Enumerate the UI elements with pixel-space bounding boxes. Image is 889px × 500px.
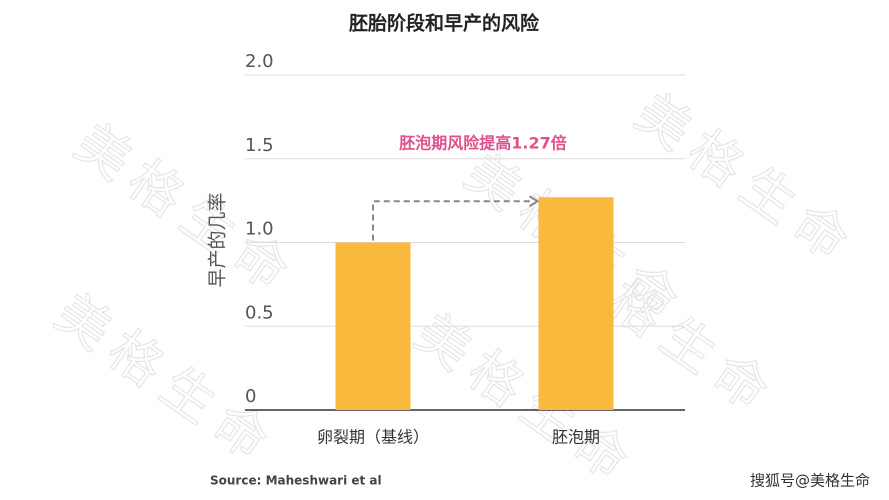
annotation: 胚泡期风险提高1.27倍 [399, 134, 566, 153]
credit: 搜狐号@美格生命 [750, 472, 870, 490]
chart-title: 胚胎阶段和早产的风险 [348, 12, 540, 35]
source: Source: Maheshwari et al [210, 474, 382, 488]
bar [538, 197, 614, 410]
y-tick-label: 2.0 [245, 51, 274, 72]
bar [335, 242, 411, 410]
arrow-head [528, 195, 540, 208]
y-axis-label: 早产的几率 [207, 192, 229, 287]
x-tick-label: 卵裂期（基线） [317, 428, 429, 447]
y-tick-label: 1.0 [245, 219, 274, 240]
watermark: 美格生命 [625, 83, 869, 279]
connector-arrow [372, 200, 533, 241]
y-tick-label: 1.5 [245, 135, 274, 156]
y-tick-label: 0 [245, 386, 256, 407]
y-tick-label: 0.5 [245, 302, 274, 323]
x-tick-label: 胚泡期 [552, 428, 600, 447]
